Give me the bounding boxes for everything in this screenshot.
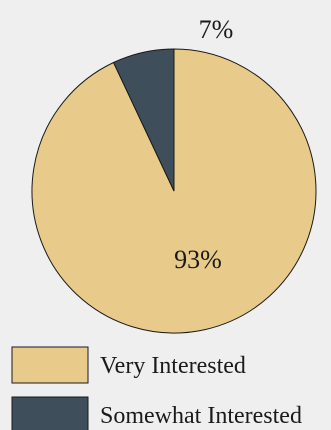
pie-value-labels: 93% 7% — [174, 15, 233, 274]
legend: Very Interested Somewhat Interested — [11, 346, 302, 430]
legend-swatch — [11, 396, 89, 430]
legend-label: Very Interested — [100, 353, 246, 379]
slice-value-label: 7% — [199, 15, 234, 44]
legend-swatch — [11, 346, 89, 384]
legend-label: Somewhat Interested — [100, 403, 302, 429]
pie-slice-somewhat-interested — [112, 48, 175, 192]
pie-slices — [31, 48, 317, 334]
slice-value-label: 93% — [174, 245, 222, 274]
